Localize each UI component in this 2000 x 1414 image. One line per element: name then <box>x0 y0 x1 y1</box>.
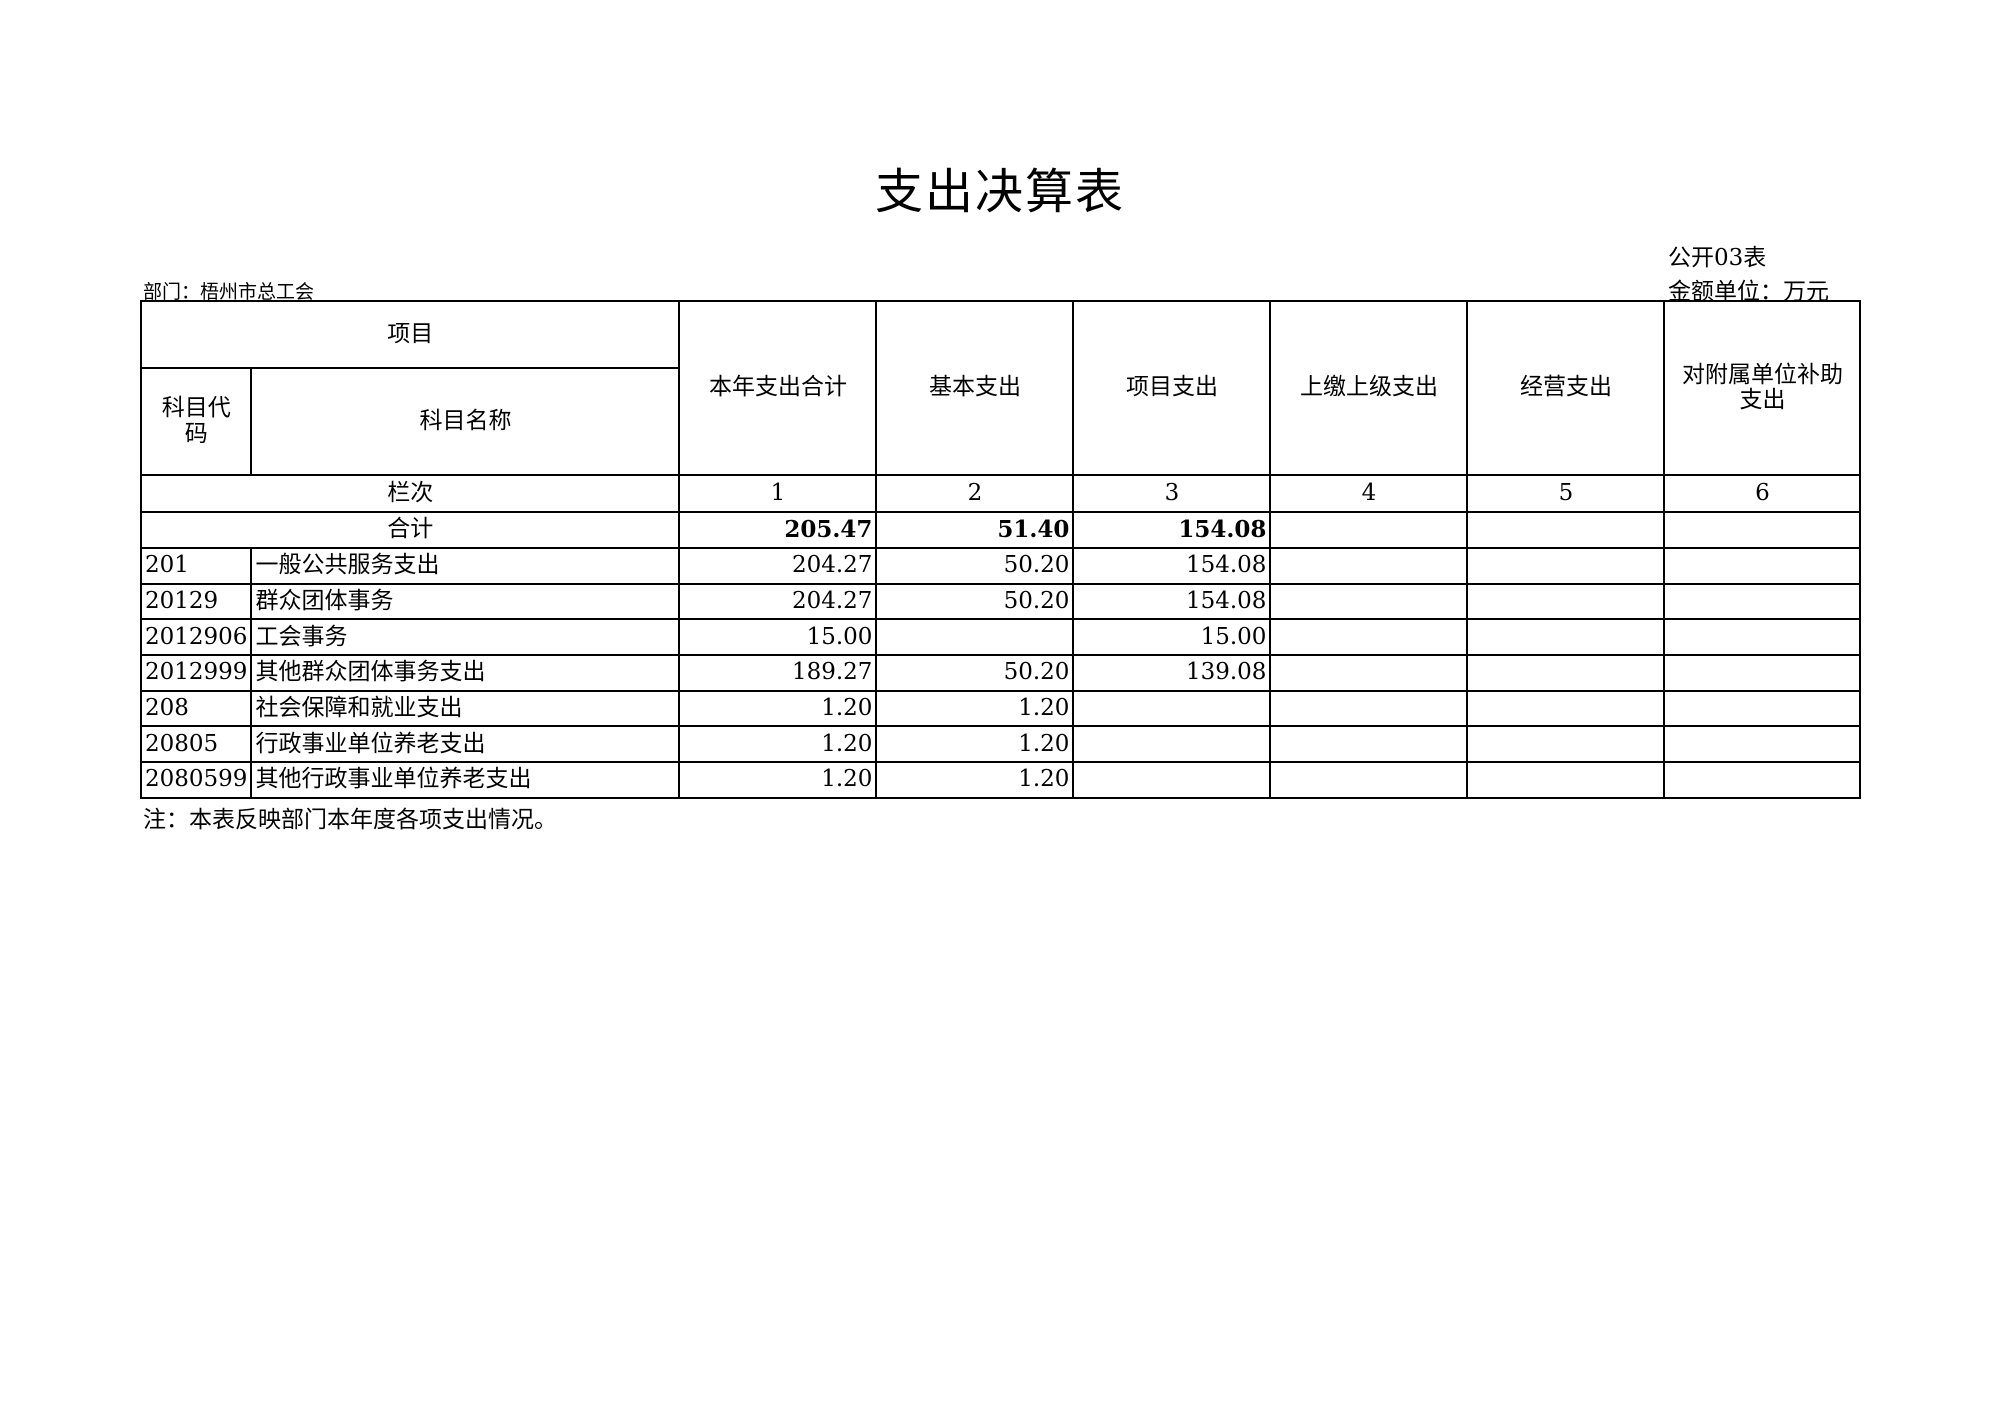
amount-cell <box>1269 689 1469 728</box>
amount-cell <box>1269 725 1469 764</box>
total-value: 205.47 <box>678 511 878 549</box>
amount-cell <box>1466 761 1666 799</box>
seq-number: 2 <box>875 474 1075 513</box>
amount-cell <box>1663 761 1862 799</box>
seq-number: 1 <box>678 474 878 513</box>
table-note: 注：本表反映部门本年度各项支出情况。 <box>143 807 557 833</box>
subject-name: 其他群众团体事务支出 <box>250 654 681 692</box>
table-row: 208 社会保障和就业支出 1.20 1.20 <box>139 689 1862 728</box>
table-row: 2012906 工会事务 15.00 15.00 <box>139 618 1862 657</box>
amount-cell <box>1663 582 1862 621</box>
subject-name: 其他行政事业单位养老支出 <box>250 761 681 799</box>
amount-cell: 15.00 <box>678 618 878 657</box>
total-row: 合计 205.47 51.40 154.08 <box>139 511 1862 549</box>
subject-name: 社会保障和就业支出 <box>250 689 681 728</box>
amount-cell <box>1269 761 1469 799</box>
amount-cell: 15.00 <box>1072 618 1272 657</box>
total-value <box>1466 511 1666 549</box>
seq-number: 5 <box>1466 474 1666 513</box>
amount-cell: 1.20 <box>875 725 1075 764</box>
header-col: 本年支出合计 <box>678 300 878 476</box>
table-row: 20805 行政事业单位养老支出 1.20 1.20 <box>139 725 1862 764</box>
form-number: 公开03表 <box>1668 245 1767 271</box>
subject-code: 2012999 <box>139 654 253 692</box>
header-col: 项目支出 <box>1072 300 1272 476</box>
amount-cell: 50.20 <box>875 582 1075 621</box>
header-col: 上缴上级支出 <box>1269 300 1469 476</box>
amount-cell <box>1072 761 1272 799</box>
subject-name: 行政事业单位养老支出 <box>250 725 681 764</box>
amount-cell: 1.20 <box>678 725 878 764</box>
amount-cell <box>1663 547 1862 585</box>
amount-cell <box>875 618 1075 657</box>
amount-cell: 50.20 <box>875 654 1075 692</box>
subject-code: 201 <box>139 547 253 585</box>
subject-name: 一般公共服务支出 <box>250 547 681 585</box>
amount-cell: 189.27 <box>678 654 878 692</box>
amount-cell: 50.20 <box>875 547 1075 585</box>
header-col: 经营支出 <box>1466 300 1666 476</box>
seq-number: 4 <box>1269 474 1469 513</box>
seq-number: 3 <box>1072 474 1272 513</box>
total-value <box>1663 511 1862 549</box>
header-name: 科目名称 <box>250 367 681 476</box>
total-label: 合计 <box>139 511 681 549</box>
amount-cell: 204.27 <box>678 582 878 621</box>
amount-cell <box>1466 689 1666 728</box>
expenditure-table: 项目 本年支出合计 基本支出 项目支出 上缴上级支出 经营支出 对附属单位补助支… <box>139 300 1862 799</box>
amount-cell: 1.20 <box>875 761 1075 799</box>
page-title: 支出决算表 <box>874 164 1125 220</box>
amount-cell <box>1663 725 1862 764</box>
subject-code: 208 <box>139 689 253 728</box>
amount-cell: 204.27 <box>678 547 878 585</box>
amount-cell <box>1269 654 1469 692</box>
table-row: 201 一般公共服务支出 204.27 50.20 154.08 <box>139 547 1862 585</box>
seq-number: 6 <box>1663 474 1862 513</box>
subject-name: 群众团体事务 <box>250 582 681 621</box>
amount-cell <box>1466 654 1666 692</box>
seq-label: 栏次 <box>139 474 681 513</box>
amount-cell <box>1269 547 1469 585</box>
amount-cell <box>1663 689 1862 728</box>
subject-code: 20129 <box>139 582 253 621</box>
amount-cell <box>1466 725 1666 764</box>
amount-cell <box>1072 689 1272 728</box>
table-row: 2012999 其他群众团体事务支出 189.27 50.20 139.08 <box>139 654 1862 692</box>
table-row: 2080599 其他行政事业单位养老支出 1.20 1.20 <box>139 761 1862 799</box>
amount-cell: 1.20 <box>678 689 878 728</box>
amount-cell: 154.08 <box>1072 547 1272 585</box>
amount-cell <box>1072 725 1272 764</box>
total-value: 51.40 <box>875 511 1075 549</box>
amount-cell: 139.08 <box>1072 654 1272 692</box>
table-row: 20129 群众团体事务 204.27 50.20 154.08 <box>139 582 1862 621</box>
header-item: 项目 <box>139 300 681 369</box>
amount-cell: 1.20 <box>678 761 878 799</box>
subject-code: 20805 <box>139 725 253 764</box>
amount-cell <box>1269 618 1469 657</box>
amount-cell <box>1663 654 1862 692</box>
total-value: 154.08 <box>1072 511 1272 549</box>
subject-code: 2080599 <box>139 761 253 799</box>
amount-cell <box>1466 582 1666 621</box>
amount-cell <box>1466 547 1666 585</box>
department-label: 部门：梧州市总工会 <box>143 281 315 303</box>
amount-cell: 154.08 <box>1072 582 1272 621</box>
header-col: 对附属单位补助支出 <box>1663 300 1862 476</box>
subject-code: 2012906 <box>139 618 253 657</box>
subject-name: 工会事务 <box>250 618 681 657</box>
amount-cell <box>1663 618 1862 657</box>
header-code: 科目代码 <box>139 367 253 476</box>
amount-cell <box>1466 618 1666 657</box>
header-col: 基本支出 <box>875 300 1075 476</box>
amount-cell <box>1269 582 1469 621</box>
amount-cell: 1.20 <box>875 689 1075 728</box>
total-value <box>1269 511 1469 549</box>
